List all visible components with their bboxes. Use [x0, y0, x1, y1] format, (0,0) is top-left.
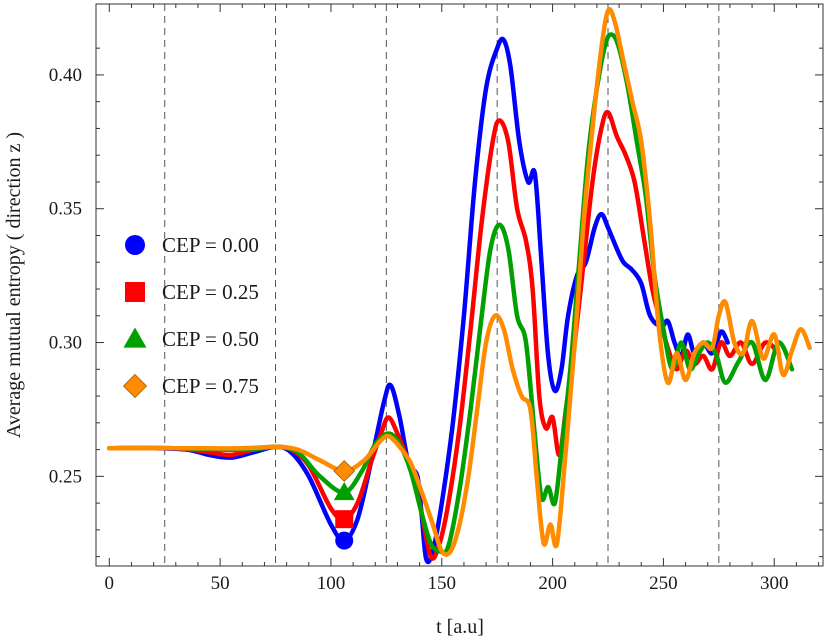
- legend-symbol-3: [122, 373, 148, 399]
- series-marker-1: [335, 510, 354, 529]
- legend-label-0: CEP = 0.00: [162, 233, 259, 257]
- y-axis-ticks: 0.25 0.30 0.35 0.40: [49, 47, 823, 558]
- plot-frame: [95, 3, 824, 567]
- y-tick-label: 0.40: [49, 65, 82, 86]
- legend-label-3: CEP = 0.75: [162, 374, 259, 398]
- legend-label-2: CEP = 0.50: [162, 327, 259, 351]
- series-marker-2: [333, 482, 355, 501]
- x-tick-label: 50: [211, 573, 230, 594]
- x-tick-label: 0: [105, 573, 115, 594]
- legend-symbol-0: [125, 235, 145, 255]
- series-line-3: [107, 7, 812, 557]
- reference-lines: [164, 4, 720, 566]
- x-tick-label: 150: [428, 573, 457, 594]
- x-tick-label: 300: [760, 573, 789, 594]
- legend: CEP = 0.00 CEP = 0.25 CEP = 0.50 CEP = 0.75: [122, 233, 259, 399]
- series-marker-3: [333, 460, 356, 482]
- x-axis-title: t [a.u]: [436, 616, 484, 638]
- legend-label-1: CEP = 0.25: [162, 280, 259, 304]
- legend-symbol-1: [125, 282, 145, 302]
- x-tick-label: 250: [649, 573, 678, 594]
- series-marker-0: [335, 531, 354, 550]
- y-tick-label: 0.35: [49, 199, 82, 220]
- y-axis-title: Average mutual entropy ( direction z ): [3, 132, 25, 438]
- y-tick-label: 0.30: [49, 333, 82, 354]
- x-tick-label: 200: [538, 573, 567, 594]
- legend-symbol-2: [123, 327, 147, 348]
- x-axis-ticks: 0 50 100 150 200 250 300: [105, 4, 820, 594]
- x-tick-label: 100: [317, 573, 346, 594]
- series-markers: [333, 460, 356, 550]
- y-tick-label: 0.25: [49, 466, 82, 487]
